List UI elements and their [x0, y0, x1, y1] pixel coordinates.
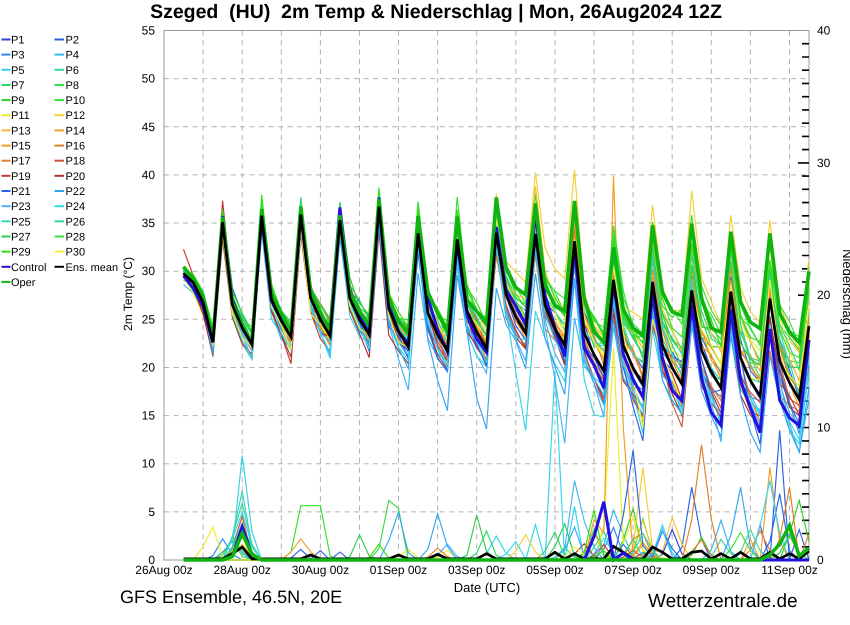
svg-text:P20: P20 [66, 171, 86, 183]
svg-text:09Sep 00z: 09Sep 00z [683, 563, 740, 577]
svg-text:Ens. mean: Ens. mean [66, 262, 119, 274]
svg-text:15: 15 [142, 409, 156, 423]
svg-text:50: 50 [142, 72, 156, 86]
svg-text:Niederschlag (mm): Niederschlag (mm) [840, 249, 850, 359]
svg-text:Date (UTC): Date (UTC) [454, 580, 520, 595]
svg-text:P13: P13 [11, 125, 31, 137]
svg-text:P26: P26 [66, 216, 86, 228]
svg-text:03Sep 00z: 03Sep 00z [448, 563, 505, 577]
svg-text:10: 10 [142, 457, 156, 471]
svg-text:40: 40 [817, 24, 831, 38]
svg-text:20: 20 [142, 361, 156, 375]
svg-text:Szeged (HU) 2m Temp & Nieder: Szeged (HU) 2m Temp & Niederschlag | Mon… [150, 1, 722, 23]
svg-text:P6: P6 [66, 65, 79, 77]
svg-text:P9: P9 [11, 95, 24, 107]
svg-text:P18: P18 [66, 156, 86, 168]
svg-text:GFS Ensemble, 46.5N, 20E: GFS Ensemble, 46.5N, 20E [120, 587, 342, 607]
svg-text:01Sep 00z: 01Sep 00z [370, 563, 427, 577]
svg-text:26Aug 00z: 26Aug 00z [135, 563, 192, 577]
svg-text:P8: P8 [66, 80, 79, 92]
svg-text:P16: P16 [66, 141, 86, 153]
svg-text:Wetterzentrale.de: Wetterzentrale.de [648, 591, 798, 612]
svg-text:30: 30 [142, 264, 156, 278]
svg-text:0: 0 [817, 553, 824, 567]
svg-text:P14: P14 [66, 125, 86, 137]
svg-text:30Aug 00z: 30Aug 00z [292, 563, 349, 577]
svg-text:P10: P10 [66, 95, 86, 107]
svg-text:28Aug 00z: 28Aug 00z [214, 563, 271, 577]
svg-text:05Sep 00z: 05Sep 00z [526, 563, 583, 577]
svg-text:30: 30 [817, 156, 831, 170]
svg-text:P28: P28 [66, 232, 86, 244]
svg-text:P22: P22 [66, 186, 86, 198]
svg-text:P1: P1 [11, 35, 24, 47]
svg-text:P4: P4 [66, 50, 79, 62]
svg-text:P12: P12 [66, 110, 86, 122]
svg-text:40: 40 [142, 168, 156, 182]
svg-text:P24: P24 [66, 201, 86, 213]
svg-text:20: 20 [817, 288, 831, 302]
svg-text:Oper: Oper [11, 277, 36, 289]
svg-text:Control: Control [11, 262, 46, 274]
svg-text:P15: P15 [11, 141, 31, 153]
svg-text:P30: P30 [66, 247, 86, 259]
svg-text:P27: P27 [11, 232, 31, 244]
svg-text:P3: P3 [11, 50, 24, 62]
svg-text:11Sep 00z: 11Sep 00z [761, 563, 818, 577]
svg-text:P29: P29 [11, 247, 31, 259]
svg-text:P25: P25 [11, 216, 31, 228]
svg-text:0: 0 [148, 553, 155, 567]
svg-text:5: 5 [148, 505, 155, 519]
svg-text:P11: P11 [11, 110, 30, 122]
svg-text:55: 55 [142, 24, 156, 38]
svg-text:P21: P21 [11, 186, 31, 198]
svg-text:P5: P5 [11, 65, 24, 77]
svg-text:45: 45 [142, 120, 156, 134]
svg-text:P2: P2 [66, 35, 79, 47]
svg-text:10: 10 [817, 421, 831, 435]
svg-text:P19: P19 [11, 171, 31, 183]
svg-text:P17: P17 [11, 156, 31, 168]
svg-text:2m Temp (°C): 2m Temp (°C) [121, 257, 135, 331]
svg-text:P23: P23 [11, 201, 31, 213]
svg-text:25: 25 [142, 312, 156, 326]
svg-text:P7: P7 [11, 80, 24, 92]
svg-text:07Sep 00z: 07Sep 00z [604, 563, 661, 577]
svg-text:35: 35 [142, 216, 156, 230]
